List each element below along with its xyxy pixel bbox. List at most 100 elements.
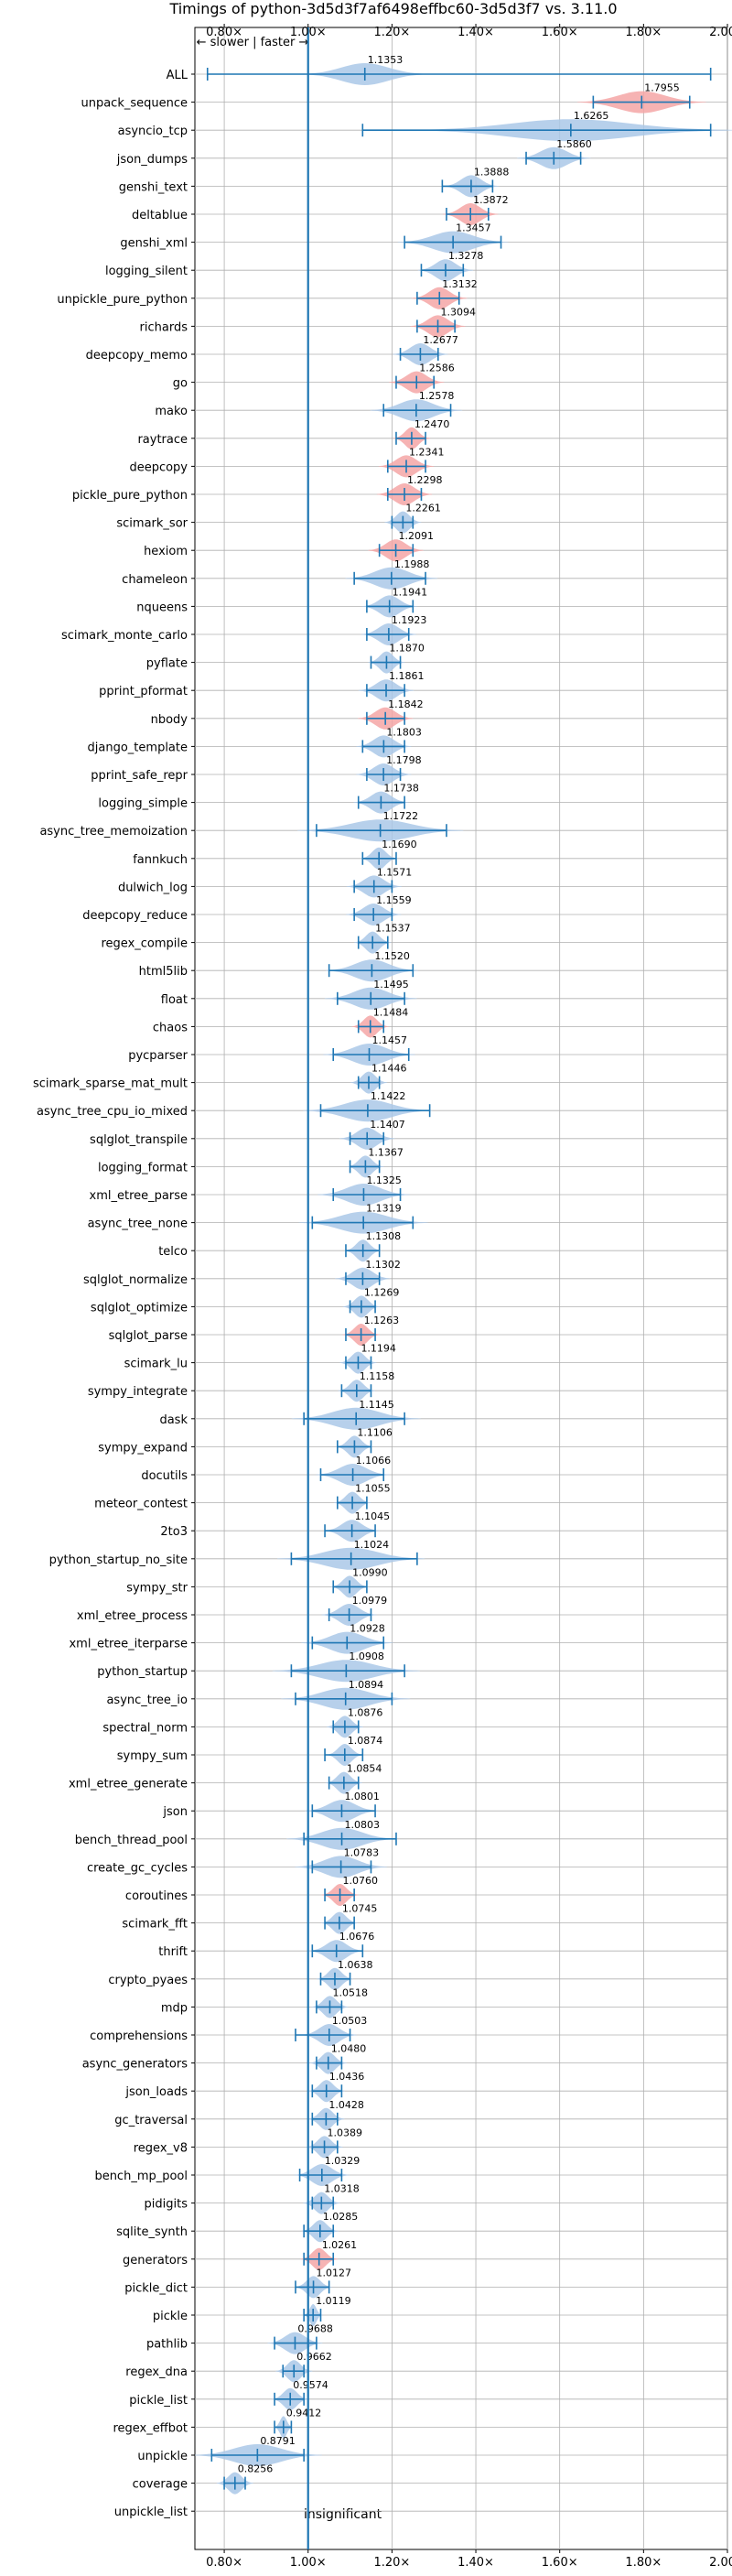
benchmark-label: unpack_sequence [81, 97, 188, 111]
value-label: 1.1106 [357, 1426, 393, 1438]
benchmark-label: docutils [141, 1469, 188, 1483]
benchmark-label: scimark_lu [124, 1358, 188, 1371]
value-label: 1.2091 [399, 530, 435, 542]
benchmark-label: pyflate [146, 657, 188, 671]
benchmark-label: asyncio_tcp [118, 124, 188, 138]
value-label: 1.1353 [368, 54, 404, 66]
value-label: 1.0876 [348, 1706, 383, 1718]
benchmark-label: float [161, 993, 188, 1007]
x-tick-label-top: 1.00× [290, 26, 327, 39]
value-label: 1.2298 [407, 474, 443, 486]
value-label: 1.1422 [371, 1090, 406, 1102]
value-label: 1.1446 [371, 1063, 407, 1075]
value-label: 1.1145 [359, 1399, 394, 1411]
value-label: 1.1520 [374, 950, 410, 962]
benchmark-label: pycparser [128, 1049, 188, 1063]
value-label: 1.1302 [365, 1259, 401, 1271]
benchmark-label: pickle_pure_python [72, 489, 188, 503]
benchmark-label: mako [155, 405, 188, 418]
value-label: 0.8256 [238, 2463, 274, 2475]
value-label: 1.5860 [556, 138, 592, 150]
value-label: 1.0894 [349, 1679, 384, 1691]
benchmark-label: chameleon [122, 573, 188, 587]
benchmark-label: xml_etree_parse [90, 1189, 188, 1203]
benchmark-label: nbody [151, 713, 188, 727]
benchmark-label: async_tree_none [88, 1218, 188, 1231]
value-label: 1.1923 [392, 614, 427, 626]
benchmark-label: scimark_fft [122, 1918, 188, 1932]
value-label: 1.0518 [332, 1986, 368, 1998]
benchmark-label: sympy_expand [98, 1441, 188, 1455]
benchmark-label: json [162, 1805, 188, 1819]
x-tick-label-top: 0.80× [206, 26, 242, 39]
benchmark-label: mdp [161, 2001, 188, 2015]
benchmark-label: xml_etree_iterparse [69, 1638, 188, 1651]
benchmark-label: logging_simple [98, 797, 188, 811]
value-label: 1.1194 [361, 1343, 396, 1355]
value-label: 1.1537 [375, 923, 411, 935]
value-label: 1.0803 [345, 1819, 381, 1831]
value-label: 1.0318 [324, 2183, 360, 2195]
x-tick-label-bottom: 2.00× [709, 2556, 732, 2570]
x-tick-label-bottom: 0.80× [206, 2556, 242, 2570]
benchmark-label: comprehensions [90, 2029, 188, 2043]
value-label: 1.1988 [394, 558, 430, 570]
x-tick-label-bottom: 1.80× [625, 2556, 662, 2570]
value-label: 1.1722 [383, 810, 419, 822]
benchmark-label: meteor_contest [94, 1498, 188, 1511]
benchmark-label: pprint_safe_repr [91, 769, 188, 783]
value-label: 1.3094 [441, 306, 477, 318]
value-label: 1.1024 [354, 1539, 390, 1551]
plot-frame [194, 27, 728, 2550]
benchmark-label: json_loads [124, 2085, 188, 2099]
benchmark-label: xml_etree_process [77, 1609, 188, 1623]
value-label: 1.1269 [364, 1286, 400, 1298]
benchmark-label: fannkuch [133, 853, 188, 867]
value-label: 1.0990 [352, 1566, 388, 1578]
benchmark-label: dulwich_log [118, 881, 188, 894]
value-label: 1.7955 [644, 82, 680, 94]
benchmark-label: sqlglot_normalize [83, 1273, 188, 1287]
benchmark-label: thrift [158, 1945, 188, 1959]
value-label: 1.0389 [328, 2127, 363, 2138]
value-label: 1.1457 [372, 1034, 408, 1046]
value-label: 1.1325 [366, 1174, 402, 1186]
benchmark-label: coroutines [125, 1889, 188, 1903]
benchmark-label: sympy_integrate [88, 1385, 188, 1399]
value-label: 1.1495 [373, 979, 409, 990]
benchmark-label: sympy_sum [117, 1749, 188, 1763]
benchmark-label: genshi_text [119, 180, 188, 194]
value-label: 1.1055 [355, 1483, 391, 1495]
value-label: 1.0428 [328, 2099, 364, 2111]
value-label: 1.2578 [419, 390, 455, 402]
benchmark-label: xml_etree_generate [69, 1778, 188, 1791]
value-label: 1.0928 [350, 1623, 385, 1635]
value-label: 1.2677 [423, 334, 458, 346]
value-label: 1.1842 [388, 698, 424, 710]
benchmark-label: 2to3 [160, 1525, 188, 1539]
value-label: 1.0638 [338, 1959, 373, 1971]
x-tick-label-bottom: 1.60× [542, 2556, 578, 2570]
value-label: 1.0480 [331, 2043, 367, 2055]
benchmark-label: raytrace [137, 433, 188, 447]
y-axis-labels: ALL unpack_sequence asyncio_tcp json_dumpsg… [33, 69, 195, 2519]
value-label: 0.9688 [297, 2323, 333, 2335]
benchmark-label: scimark_sor [116, 517, 188, 531]
benchmark-label: bench_thread_pool [75, 1834, 188, 1847]
benchmark-label: genshi_xml [120, 237, 188, 251]
benchmark-label: regex_dna [125, 2365, 188, 2379]
value-label: 1.2341 [409, 446, 445, 458]
benchmark-label: chaos [153, 1021, 188, 1034]
x-axis-ticks: 0.80× 0.80× 1.00× 1.00× 1.20× 1.20× 1.40× 1.40×… [206, 24, 732, 2570]
benchmark-label: pprint_pformat [99, 685, 188, 698]
benchmark-label: async_generators [82, 2058, 188, 2072]
value-label: 1.1484 [373, 1006, 409, 1018]
value-label: 1.1861 [389, 670, 425, 682]
benchmark-label: async_tree_io [106, 1694, 188, 1707]
value-label: 1.0908 [349, 1651, 384, 1662]
benchmark-label: bench_mp_pool [94, 2170, 188, 2183]
value-label: 1.1367 [368, 1146, 404, 1158]
benchmark-label: pickle_list [129, 2394, 188, 2408]
value-label: 0.9574 [293, 2379, 328, 2391]
